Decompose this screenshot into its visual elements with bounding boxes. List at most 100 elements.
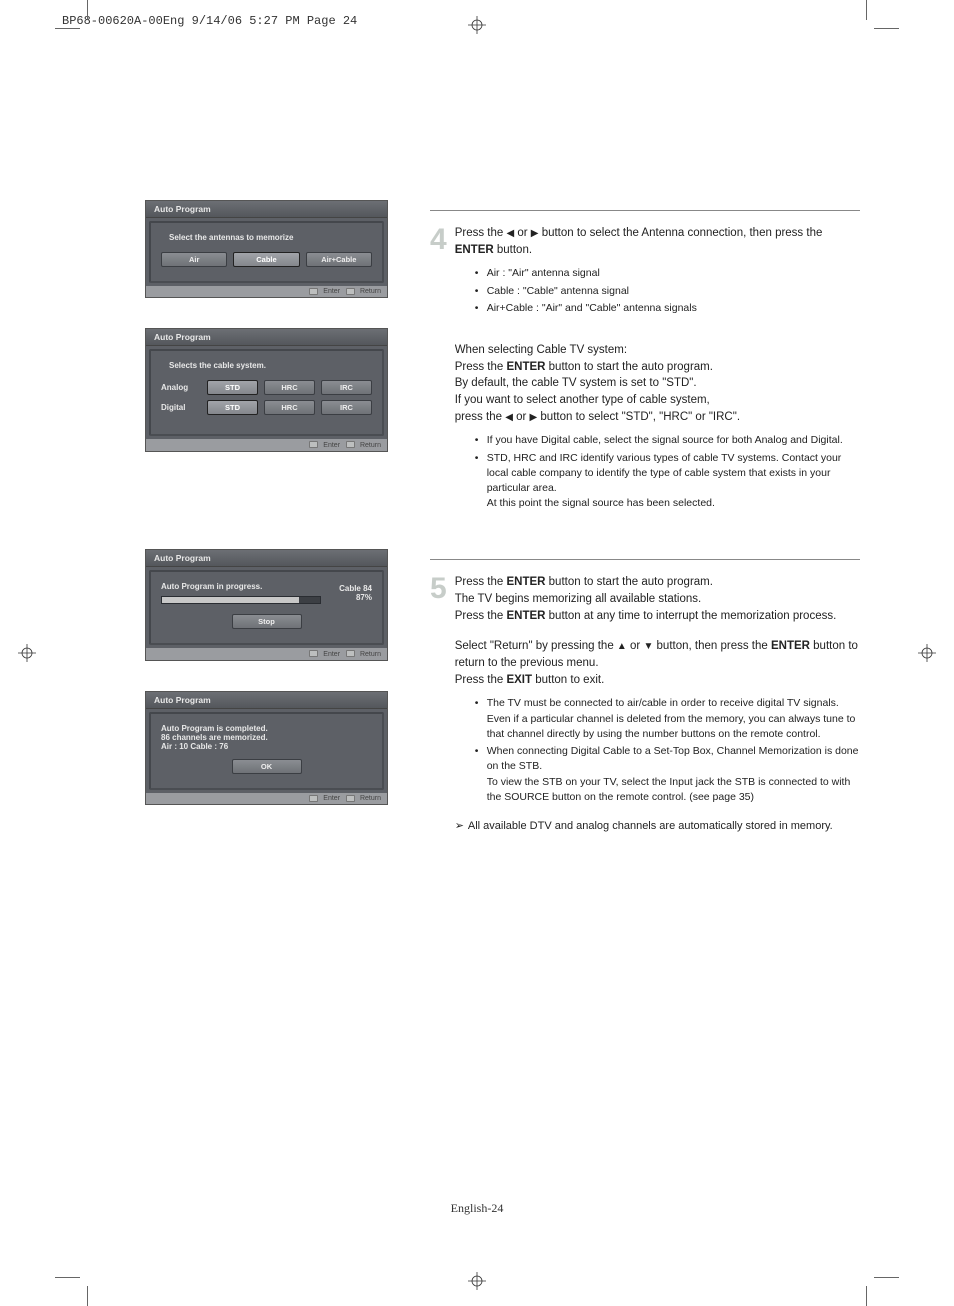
text: button to start the auto program.: [545, 361, 713, 373]
bullet-item: When connecting Digital Cable to a Set-T…: [475, 744, 860, 805]
completed-line: Air : 10 Cable : 76: [161, 742, 372, 751]
dialog-subtitle: Auto Program in progress.: [161, 582, 321, 591]
text: By default, the cable TV system is set t…: [455, 375, 860, 392]
dialog-subtitle: Select the antennas to memorize: [169, 233, 372, 242]
text: Press the: [455, 227, 507, 239]
crop-mark: [55, 1277, 80, 1278]
analog-std-button[interactable]: STD: [207, 380, 258, 395]
text: button.: [494, 244, 532, 256]
ok-button[interactable]: OK: [232, 759, 302, 774]
enter-icon: [309, 441, 318, 448]
page-number: English-24: [0, 1201, 954, 1216]
text: Press the: [455, 674, 507, 686]
step-number-5: 5: [430, 574, 447, 604]
dialog-title: Auto Program: [146, 550, 387, 567]
text: or: [627, 640, 644, 652]
crop-mark: [874, 28, 899, 29]
dialog-footer: Enter Return: [146, 793, 387, 804]
dialog-footer: Enter Return: [146, 439, 387, 450]
footer-return-label: Return: [360, 288, 381, 295]
dialog-title: Auto Program: [146, 692, 387, 709]
registration-mark-icon: [18, 644, 36, 662]
antenna-option-cable[interactable]: Cable: [233, 252, 299, 267]
analog-hrc-button[interactable]: HRC: [264, 380, 315, 395]
step-4-body: Press the ◀ or ▶ button to select the An…: [455, 225, 860, 519]
text: When selecting Cable TV system:: [455, 342, 860, 359]
antenna-option-aircable[interactable]: Air+Cable: [306, 252, 372, 267]
cable-row-analog-label: Analog: [161, 383, 201, 392]
crop-mark: [866, 1286, 867, 1306]
completed-line: Auto Program is completed.: [161, 724, 372, 733]
return-icon: [346, 441, 355, 448]
digital-std-button[interactable]: STD: [207, 400, 258, 415]
digital-irc-button[interactable]: IRC: [321, 400, 372, 415]
enter-label: ENTER: [455, 244, 494, 256]
text: press the: [455, 411, 506, 423]
text: button to exit.: [532, 674, 604, 686]
crop-mark: [55, 28, 80, 29]
page-content: Auto Program Select the antennas to memo…: [145, 200, 865, 865]
text: button, then press the: [653, 640, 771, 652]
bullet-item: The TV must be connected to air/cable in…: [475, 696, 860, 742]
enter-icon: [309, 650, 318, 657]
crop-mark: [874, 1277, 899, 1278]
printer-header: BP68-00620A-00Eng 9/14/06 5:27 PM Page 2…: [62, 14, 357, 28]
completed-line: 86 channels are memorized.: [161, 733, 372, 742]
registration-mark-icon: [468, 16, 486, 34]
footer-enter-label: Enter: [323, 442, 340, 449]
down-arrow-icon: ▼: [643, 641, 653, 652]
bullet-item: Air+Cable : "Air" and "Cable" antenna si…: [475, 301, 860, 316]
left-arrow-icon: ◀: [505, 412, 513, 423]
text: button at any time to interrupt the memo…: [545, 610, 836, 622]
step-number-4: 4: [430, 225, 447, 255]
footer-return-label: Return: [360, 651, 381, 658]
dialog-auto-program-completed: Auto Program Auto Program is completed. …: [145, 691, 388, 805]
dialog-auto-program-cable-system: Auto Program Selects the cable system. A…: [145, 328, 388, 451]
text: or: [514, 227, 531, 239]
registration-mark-icon: [468, 1272, 486, 1290]
analog-irc-button[interactable]: IRC: [321, 380, 372, 395]
digital-hrc-button[interactable]: HRC: [264, 400, 315, 415]
enter-label: ENTER: [506, 361, 545, 373]
dialog-title: Auto Program: [146, 329, 387, 346]
text: If you want to select another type of ca…: [455, 392, 860, 409]
text: Press the: [455, 576, 507, 588]
crop-mark: [87, 1286, 88, 1306]
dialog-title: Auto Program: [146, 201, 387, 218]
up-arrow-icon: ▲: [617, 641, 627, 652]
dialog-auto-program-antenna: Auto Program Select the antennas to memo…: [145, 200, 388, 298]
text: button to select "STD", "HRC" or "IRC".: [537, 411, 740, 423]
enter-label: ENTER: [506, 576, 545, 588]
footer-enter-label: Enter: [323, 288, 340, 295]
right-arrow-icon: ▶: [531, 228, 539, 239]
text: The TV begins memorizing all available s…: [455, 591, 860, 608]
pointer-icon: ➢: [455, 820, 464, 832]
return-icon: [346, 795, 355, 802]
progress-cable-label: Cable 84: [339, 584, 372, 593]
footer-enter-label: Enter: [323, 651, 340, 658]
dialog-footer: Enter Return: [146, 286, 387, 297]
dialog-auto-program-progress: Auto Program Auto Program in progress. C…: [145, 549, 388, 660]
dialog-subtitle: Selects the cable system.: [169, 361, 372, 370]
text: Select "Return" by pressing the: [455, 640, 617, 652]
progress-bar-fill: [162, 597, 299, 603]
enter-label: ENTER: [506, 610, 545, 622]
registration-mark-icon: [918, 644, 936, 662]
antenna-option-air[interactable]: Air: [161, 252, 227, 267]
bullet-item: STD, HRC and IRC identify various types …: [475, 451, 860, 512]
enter-icon: [309, 795, 318, 802]
enter-icon: [309, 288, 318, 295]
cable-row-digital-label: Digital: [161, 403, 201, 412]
text: button to select the Antenna connection,…: [539, 227, 823, 239]
footer-return-label: Return: [360, 442, 381, 449]
progress-bar: [161, 596, 321, 604]
crop-mark: [87, 0, 88, 20]
footer-enter-label: Enter: [323, 795, 340, 802]
bullet-item: If you have Digital cable, select the si…: [475, 433, 860, 448]
progress-percent: 87%: [339, 593, 372, 602]
stop-button[interactable]: Stop: [232, 614, 302, 629]
crop-mark: [866, 0, 867, 20]
step-5-body: Press the ENTER button to start the auto…: [455, 574, 860, 835]
enter-label: ENTER: [771, 640, 810, 652]
dialog-footer: Enter Return: [146, 648, 387, 659]
